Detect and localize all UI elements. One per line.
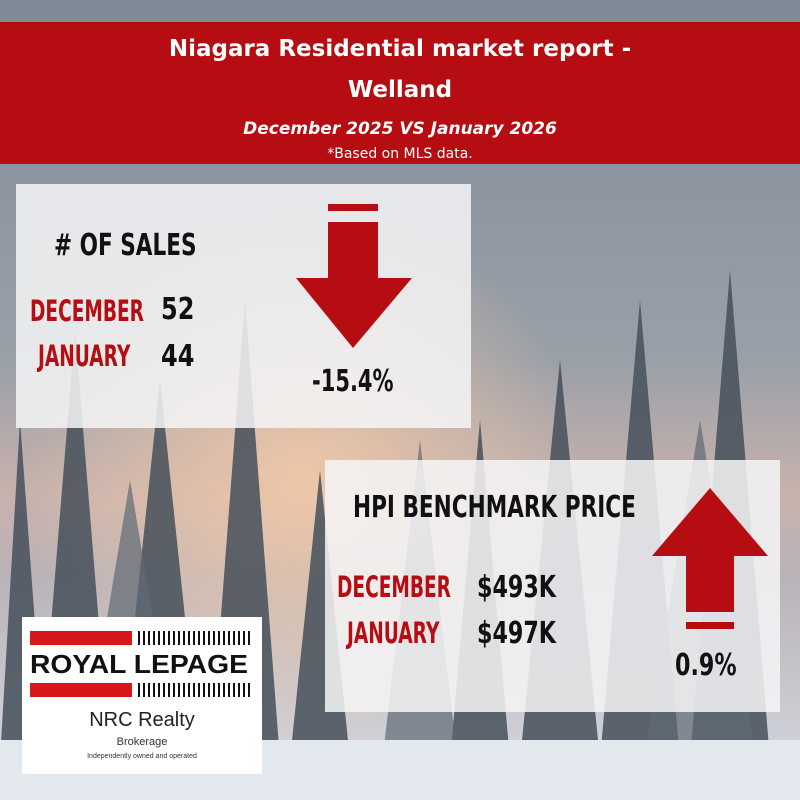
sales-change: -15.4% xyxy=(312,364,394,399)
hpi-change: 0.9% xyxy=(675,648,737,683)
report-title-line2: Welland xyxy=(347,77,453,103)
up-arrow-icon xyxy=(652,488,768,629)
down-arrow-icon xyxy=(296,204,412,348)
sales-december-value: 52 xyxy=(161,292,195,327)
hpi-january-value: $497K xyxy=(477,616,556,651)
hpi-january-label: JANUARY xyxy=(347,616,440,650)
office-name: NRC Realty xyxy=(89,709,195,731)
brand-mark: ROYAL LEPAGE xyxy=(30,631,250,697)
data-source-note: *Based on MLS data. xyxy=(327,146,473,162)
sales-january-label: JANUARY xyxy=(38,339,131,373)
header-banner: Niagara Residential market report - Well… xyxy=(0,22,800,164)
sales-december-label: DECEMBER xyxy=(30,294,144,328)
report-title-line1: Niagara Residential market report - xyxy=(168,36,632,62)
hpi-panel: HPI BENCHMARK PRICE DECEMBER $493K JANUA… xyxy=(325,460,780,712)
logo-tagline: Independently owned and operated xyxy=(87,753,197,760)
report-period: December 2025 VS January 2026 xyxy=(243,119,557,139)
sales-panel: # OF SALES DECEMBER 52 JANUARY 44 -15.4% xyxy=(16,184,471,428)
svg-text:ROYAL LEPAGE: ROYAL LEPAGE xyxy=(30,649,248,679)
hpi-december-value: $493K xyxy=(477,570,556,605)
sales-heading: # OF SALES xyxy=(54,228,197,263)
hpi-heading: HPI BENCHMARK PRICE xyxy=(353,490,636,525)
brokerage-label: Brokerage xyxy=(116,736,168,748)
sales-january-value: 44 xyxy=(161,339,195,374)
hpi-december-label: DECEMBER xyxy=(337,570,451,604)
royal-lepage-logo: ROYAL LEPAGE NRC Realty Brokerage Indepe… xyxy=(22,617,262,774)
